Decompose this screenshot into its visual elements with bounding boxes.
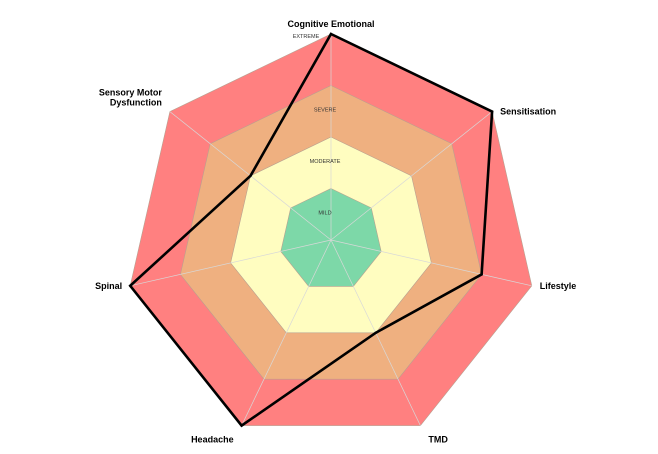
level-label-severe: SEVERE [314,107,337,113]
axis-label-tmd: TMD [428,435,448,445]
series-line-0 [128,32,494,428]
data-point-headache [240,424,243,427]
axis-spokes [130,34,532,426]
level-label-extreme: EXTREME [293,34,320,40]
axis-label-lifestyle: Lifestyle [540,281,577,291]
data-point-cognitive-emotional [329,32,333,36]
data-point-spinal [129,284,132,287]
axis-labels: Cognitive Emotional Sensitisation Lifestyl… [95,19,576,445]
axis-label-sensory-motor-dysfunction: Sensory Motor Dysfunction [99,88,163,108]
axis-label-spinal: Spinal [95,281,122,291]
spoke-lifestyle [330,239,532,287]
level-label-mild: MILD [318,210,331,216]
axis-label-sensitisation: Sensitisation [500,107,556,117]
data-point-sensitisation [490,110,494,113]
data-point-sensory-motor-dysfunction [249,174,252,177]
spoke-spinal [130,239,332,287]
series-group [128,32,494,428]
severity-level-labels: MILD MODERATE SEVERE EXTREME [293,34,341,216]
level-label-moderate: MODERATE [310,159,341,165]
axis-label-headache: Headache [191,435,234,445]
axis-label-cognitive-emotional: Cognitive Emotional [287,19,374,29]
data-point-lifestyle [480,273,483,276]
data-point-tmd [374,331,377,334]
spoke-headache [241,239,332,426]
spoke-sensitisation [330,111,493,241]
